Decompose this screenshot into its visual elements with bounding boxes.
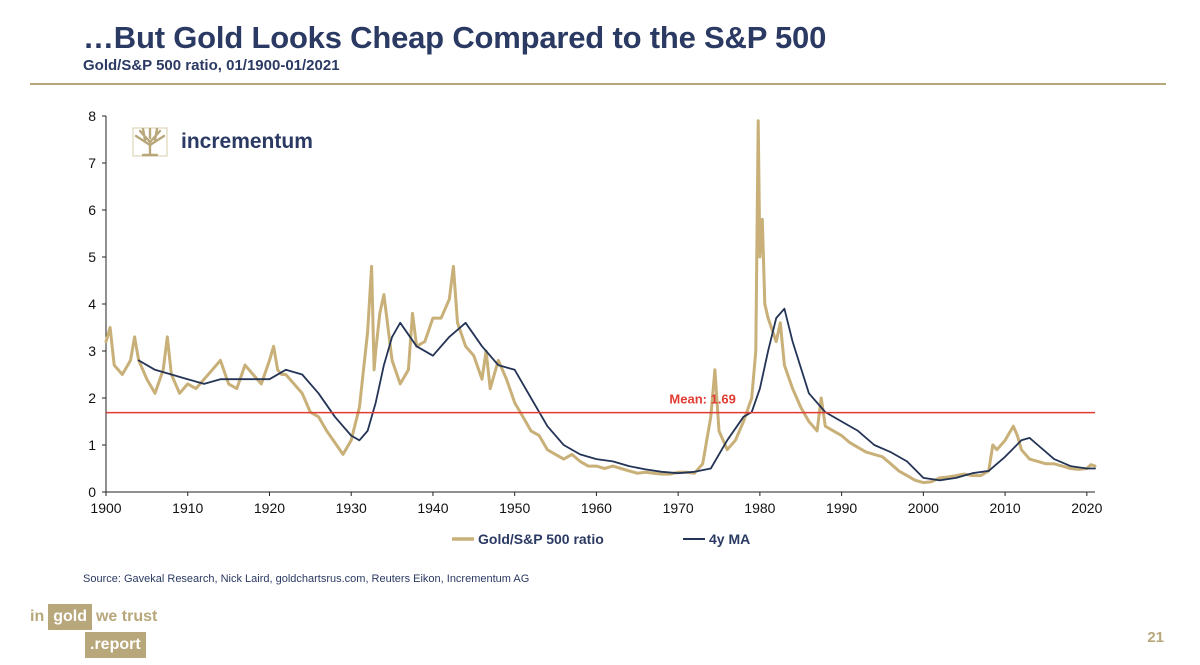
- y-tick-label: 7: [88, 155, 96, 171]
- mean-label: Mean: 1.69: [669, 392, 735, 407]
- y-tick-label: 1: [88, 437, 96, 453]
- x-tick-label: 2020: [1071, 500, 1102, 516]
- x-tick-label: 1910: [172, 500, 203, 516]
- y-tick-label: 6: [88, 202, 96, 218]
- slide-title: …But Gold Looks Cheap Compared to the S&…: [83, 20, 827, 55]
- legend-item-gold-sp500-ratio: Gold/S&P 500 ratio: [452, 531, 604, 547]
- header-divider: [30, 83, 1166, 85]
- x-tick-label: 1930: [336, 500, 367, 516]
- x-tick-label: 2010: [990, 500, 1021, 516]
- chart-legend: Gold/S&P 500 ratio 4y MA: [452, 531, 750, 547]
- chart-logo: incrementum: [132, 127, 313, 157]
- y-tick-label: 5: [88, 249, 96, 265]
- chart-axes: 0 1 2 3 4 5 6 7 8 1900 1910 1920 1930 1940 1950 1960 197…: [88, 108, 1102, 516]
- legend-label: Gold/S&P 500 ratio: [478, 531, 604, 547]
- x-tick-label: 1940: [417, 500, 448, 516]
- x-tick-label: 1900: [90, 500, 121, 516]
- x-tick-label: 1950: [499, 500, 530, 516]
- page-number: 21: [1147, 629, 1164, 646]
- y-tick-label: 4: [88, 296, 96, 312]
- chart-logo-text: incrementum: [181, 130, 313, 153]
- legend-item-4y-ma: 4y MA: [683, 531, 750, 547]
- x-tick-label: 1980: [744, 500, 775, 516]
- y-tick-label: 2: [88, 390, 96, 406]
- footer-logo-gold: gold: [48, 604, 92, 630]
- mean-layer: Mean: 1.69: [106, 392, 1095, 414]
- slide-subtitle: Gold/S&P 500 ratio, 01/1900-01/2021: [83, 57, 340, 74]
- tree-icon: [132, 127, 168, 157]
- series-gold-sp500-ratio: [104, 119, 1097, 485]
- y-tick-label: 8: [88, 108, 96, 124]
- x-tick-label: 1970: [663, 500, 694, 516]
- series-4y-ma: [137, 307, 1096, 482]
- footer-logo-in: in: [30, 608, 45, 625]
- x-tick-label: 2000: [908, 500, 939, 516]
- x-tick-label: 1990: [826, 500, 857, 516]
- source-note: Source: Gavekal Research, Nick Laird, go…: [83, 573, 530, 585]
- y-tick-label: 0: [88, 484, 96, 500]
- series-layer: [104, 119, 1097, 485]
- footer-logo: in gold we trust .report: [30, 604, 157, 658]
- footer-logo-report: .report: [85, 632, 146, 658]
- legend-label: 4y MA: [709, 531, 750, 547]
- y-tick-label: 3: [88, 343, 96, 359]
- footer-logo-we-trust: we trust: [95, 608, 158, 625]
- x-tick-label: 1920: [254, 500, 285, 516]
- x-tick-label: 1960: [581, 500, 612, 516]
